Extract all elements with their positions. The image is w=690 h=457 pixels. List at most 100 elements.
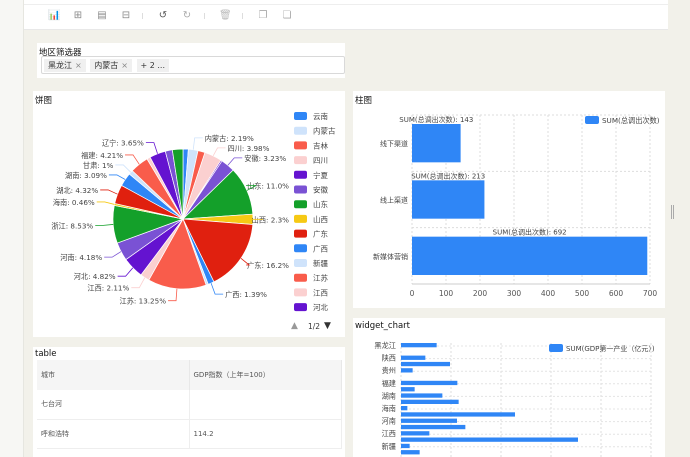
pie-slice [171, 148, 184, 220]
bar [401, 450, 420, 455]
label-line [212, 147, 226, 157]
legend-item: SUM(GDP第一产业（亿元）) [566, 344, 655, 353]
legend-item: 四川 [313, 156, 328, 165]
filter-select[interactable]: 黑龙江 × 内蒙古 × + 2 ... [41, 56, 345, 74]
x-tick-label: 500 [575, 289, 590, 298]
x-tick-label: 600 [609, 289, 624, 298]
widget-title: widget_chart [355, 321, 411, 331]
legend-item: 广东 [313, 229, 328, 239]
slice-label: 甘肃: 1% [83, 161, 114, 170]
legend-swatch [294, 229, 307, 238]
legend-item: 新疆 [313, 258, 328, 268]
legend-prev-icon[interactable]: ▲ [291, 321, 298, 331]
slice-label: 湖北: 4.32% [56, 186, 98, 195]
legend-swatch [294, 288, 307, 297]
slice-label: 海南: 0.46% [53, 198, 95, 207]
bar [401, 437, 578, 442]
y-tick-label: 贵州 [382, 366, 396, 375]
y-tick-label: 河南 [382, 417, 396, 426]
legend-swatch [294, 303, 307, 312]
legend-swatch [294, 185, 307, 194]
add-widget-icon[interactable]: ⊞ [73, 10, 83, 21]
legend-swatch [294, 214, 307, 223]
bar [412, 180, 485, 219]
legend-item: 内蒙古 [313, 126, 336, 136]
legend-item: 安徽 [313, 185, 328, 195]
legend-item: 山西 [313, 214, 328, 224]
slice-label: 安徽: 3.23% [244, 154, 286, 163]
slice-label: 辽宁: 3.65% [102, 139, 144, 148]
slice-label: 河北: 4.82% [74, 272, 116, 281]
table-title: table [35, 349, 57, 359]
x-tick-label: 0 [410, 289, 415, 298]
legend-swatch [549, 344, 563, 352]
remove-tag-icon[interactable]: × [75, 61, 82, 70]
bar-chart: 0 100 200 300 400 500 600 700 SUM(总调出次数): 143 线下渠… [373, 114, 660, 298]
slice-label: 浙江: 8.53% [51, 221, 93, 230]
label-line [210, 282, 224, 295]
remove-tag-icon[interactable]: × [121, 61, 128, 70]
label-line [115, 164, 132, 173]
legend-page: 1/2 [308, 322, 321, 331]
bar [401, 406, 408, 411]
x-tick-label: 100 [439, 289, 454, 298]
column-header[interactable]: GDP指数（上年=100） [189, 360, 342, 390]
table-row[interactable]: 七台河 [37, 390, 342, 420]
label-line [131, 277, 146, 289]
delete-icon[interactable]: 🗑 [219, 10, 232, 21]
pie-card: 饼图 内蒙古: 2.19% 四川: 3.98% 安徽: 3.23% 山东: 11.0%… [33, 91, 345, 337]
bar [401, 355, 426, 360]
label-line [96, 201, 115, 205]
slice-label: 内蒙古: 2.19% [205, 134, 254, 143]
y-tick-label: 海南 [382, 404, 396, 413]
table-card: table 城市 GDP指数（上年=100） 七台河 呼和浩特 114.2 [33, 347, 345, 457]
table-cell [189, 390, 342, 420]
legend-swatch [294, 200, 307, 209]
document-icon[interactable]: ▤ [97, 10, 107, 21]
bar [401, 399, 459, 404]
y-tick-label: 新疆 [382, 442, 396, 451]
x-tick-label: 400 [541, 289, 556, 298]
tag-label: 黑龙江 [48, 61, 72, 70]
pie-chart: 内蒙古: 2.19%四川: 3.98%安徽: 3.23% 山东: 11.0% 山西:… [51, 111, 336, 312]
table-row[interactable]: 呼和浩特 114.2 [37, 419, 342, 449]
legend-item: SUM(总调出次数) [602, 116, 660, 125]
copy-icon[interactable]: ❐ [258, 10, 268, 21]
y-tick-label: 新媒体营销 [373, 252, 408, 261]
column-header[interactable]: 城市 [37, 360, 190, 390]
slice-label: 江西: 2.11% [87, 284, 129, 293]
sidebar [0, 0, 24, 457]
bar [401, 431, 430, 436]
x-tick-label: 200 [473, 289, 488, 298]
pie-title: 饼图 [35, 96, 53, 106]
paste-icon[interactable]: ❏ [282, 10, 292, 21]
legend-swatch [294, 259, 307, 267]
data-table: 城市 GDP指数（上年=100） 七台河 呼和浩特 114.2 [37, 360, 342, 449]
label-line [240, 257, 251, 266]
label-line [100, 189, 118, 195]
more-tags[interactable]: + 2 ... [136, 59, 170, 72]
bar-chart-icon[interactable]: 📊 [48, 10, 61, 21]
legend-item: 山东 [313, 199, 328, 209]
legend-item: 江西 [313, 288, 328, 297]
legend-next-icon[interactable]: ▼ [324, 321, 331, 331]
x-tick-label: 700 [643, 289, 658, 298]
bar-card: 柱图 0 100 200 300 400 500 600 700 SUM(总调出次数): 143… [353, 91, 665, 308]
slice-label: 福建: 4.21% [81, 151, 123, 160]
y-tick-label: 线上渠道 [380, 196, 408, 205]
legend-item: 云南 [313, 111, 328, 121]
legend-swatch [294, 126, 307, 135]
resize-handle[interactable] [671, 205, 674, 219]
undo-icon[interactable]: ↺ [158, 10, 168, 21]
label-line [145, 142, 158, 154]
filter-adjust-icon[interactable]: ⊟ [121, 10, 131, 21]
y-tick-label: 福建 [382, 379, 396, 388]
redo-icon[interactable]: ↻ [182, 10, 192, 21]
bar [401, 418, 457, 423]
y-tick-label: 线下渠道 [380, 139, 408, 148]
table-header: 城市 GDP指数（上年=100） [37, 360, 342, 390]
label-line [95, 224, 114, 226]
filter-tag: 内蒙古 × [90, 59, 132, 72]
label-line [125, 154, 140, 165]
